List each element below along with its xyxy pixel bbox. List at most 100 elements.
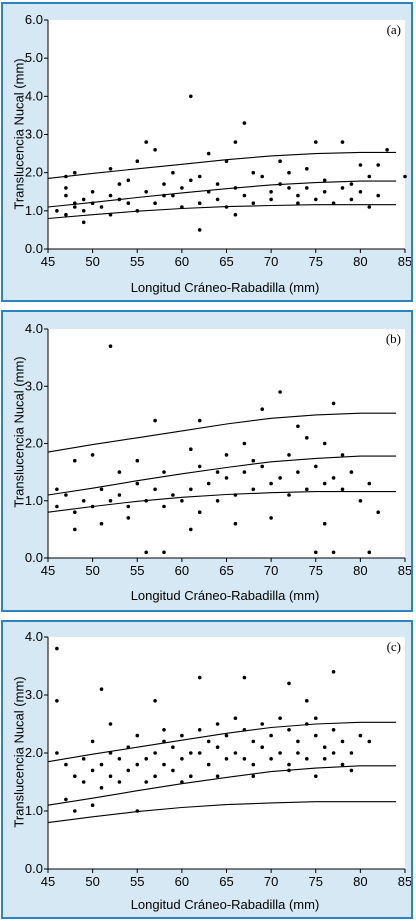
x-tick-label: 70 — [264, 254, 278, 269]
data-point — [171, 493, 175, 497]
data-point — [331, 751, 336, 755]
data-point — [108, 212, 113, 217]
data-point — [287, 728, 291, 732]
data-point — [64, 762, 68, 767]
data-point — [73, 170, 77, 175]
data-point — [251, 170, 256, 175]
data-point — [376, 510, 381, 514]
data-point — [349, 751, 354, 755]
data-point — [99, 205, 104, 209]
data-point — [269, 516, 273, 520]
scatter-chart-b: 0.0 1.0 2.0 3.0 4.0 45 50 55 60 65 70 75 80 85 (b) — [25, 321, 411, 578]
x-tick-label: 45 — [41, 874, 55, 889]
data-point — [331, 550, 336, 555]
data-point — [117, 470, 122, 474]
x-tick-label: 55 — [130, 874, 144, 889]
data-point — [162, 193, 166, 198]
data-point — [81, 197, 86, 202]
data-point — [314, 140, 318, 144]
data-point — [197, 418, 202, 423]
data-point — [278, 716, 282, 720]
data-point — [287, 453, 291, 457]
data-point — [224, 757, 229, 761]
data-point — [144, 550, 148, 555]
y-tick-label: 1.0 — [25, 493, 43, 508]
data-point — [349, 182, 354, 186]
data-point — [340, 487, 345, 492]
x-tick-label: 85 — [398, 563, 411, 578]
data-point — [81, 499, 86, 503]
data-point — [126, 745, 131, 749]
x-tick-label: 60 — [175, 874, 189, 889]
data-point — [90, 739, 95, 744]
data-point — [340, 186, 345, 190]
data-point — [251, 487, 256, 492]
data-point — [162, 550, 166, 555]
data-point — [64, 186, 68, 190]
data-point — [305, 487, 309, 492]
data-point — [126, 768, 131, 773]
data-point — [197, 464, 202, 469]
data-point — [251, 762, 256, 767]
data-point — [144, 499, 148, 503]
reference-curve — [47, 455, 397, 496]
data-point — [90, 453, 95, 457]
data-point — [162, 739, 166, 744]
data-point — [367, 205, 372, 209]
y-tick-label: 2.0 — [25, 745, 43, 760]
y-tick-label: 0.0 — [25, 550, 43, 565]
data-point — [55, 699, 59, 703]
data-point — [81, 780, 86, 784]
data-point — [331, 670, 336, 674]
data-point — [189, 487, 193, 492]
data-point — [81, 220, 86, 225]
data-point — [135, 209, 140, 213]
data-point — [64, 174, 68, 179]
data-point — [81, 757, 86, 761]
data-point — [358, 163, 363, 167]
y-tick-label: 3.0 — [25, 687, 43, 702]
data-point — [233, 212, 238, 217]
y-tick-label: 1.0 — [25, 203, 43, 218]
data-point — [233, 493, 238, 497]
x-tick-label: 85 — [398, 254, 411, 269]
data-point — [117, 780, 122, 784]
y-tick-label: 6.0 — [25, 12, 43, 27]
data-point — [233, 716, 238, 720]
y-tick-label: 4.0 — [25, 321, 43, 336]
x-tick-label: 80 — [353, 563, 367, 578]
data-point — [206, 762, 211, 767]
data-point — [215, 197, 220, 202]
x-tick-label: 70 — [264, 563, 278, 578]
data-point — [242, 728, 247, 732]
data-point — [81, 209, 86, 213]
data-point — [242, 193, 247, 198]
data-point — [55, 646, 59, 651]
data-point — [180, 186, 184, 190]
x-axis-label: Longitud Cráneo-Rabadilla (mm) — [130, 280, 320, 295]
data-point — [215, 499, 220, 503]
data-point — [64, 797, 68, 802]
data-point — [162, 762, 166, 767]
data-point — [90, 768, 95, 773]
data-point — [73, 510, 77, 514]
data-point — [269, 190, 273, 194]
data-point — [314, 464, 318, 469]
x-tick-label: 45 — [41, 254, 55, 269]
y-tick-label: 0.0 — [25, 241, 43, 256]
data-point — [322, 178, 327, 183]
data-point — [296, 201, 300, 205]
data-point — [99, 786, 104, 790]
data-point — [108, 774, 113, 778]
data-point — [287, 170, 291, 175]
y-tick-label: 0.0 — [25, 861, 43, 876]
data-point — [367, 739, 372, 744]
x-tick-label: 80 — [353, 254, 367, 269]
data-point — [206, 190, 211, 194]
data-point — [260, 745, 265, 749]
data-point — [251, 739, 256, 744]
plot-area — [48, 20, 405, 249]
data-point — [224, 205, 229, 209]
data-point — [331, 476, 336, 480]
x-tick-label: 50 — [85, 563, 99, 578]
